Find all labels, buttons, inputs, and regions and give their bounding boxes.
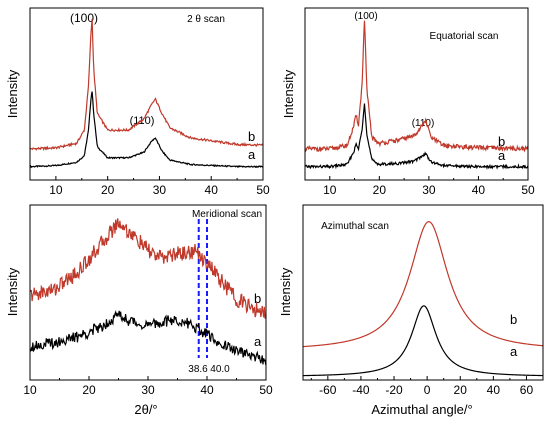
y-axis-label: Intensity — [281, 69, 296, 118]
x-tick-label: 40 — [487, 383, 501, 397]
curve-label-a: a — [254, 334, 262, 349]
peak-label-100: (100) — [354, 11, 377, 22]
x-tick-label: 20 — [373, 183, 387, 197]
series-line-b — [30, 18, 263, 152]
x-tick-label: 50 — [259, 383, 273, 397]
series-line-a — [303, 305, 543, 377]
plot-frame — [29, 204, 267, 381]
curve-label-a: a — [510, 344, 518, 359]
panel-title: Equatorial scan — [430, 31, 499, 42]
ref-line-label-38-6: 38.6 — [188, 364, 208, 375]
curve-label-b: b — [248, 129, 255, 144]
x-tick-label: 20 — [82, 383, 96, 397]
curve-label-b: b — [510, 312, 517, 327]
plot-frame — [29, 7, 264, 181]
curve-label-a: a — [498, 148, 506, 163]
panel-title: Azimuthal scan — [321, 221, 389, 232]
x-tick-label: 10 — [49, 183, 63, 197]
panel-title: Meridional scan — [192, 209, 262, 220]
series-line-b — [305, 20, 528, 153]
series-line-b — [303, 221, 543, 348]
peak-label-100: (100) — [70, 11, 98, 25]
panel-title: 2 θ scan — [187, 14, 225, 25]
ref-line-label-40-0: 40.0 — [210, 364, 230, 375]
plot-frame — [304, 7, 529, 181]
panel-meridional-scan: Meridional scan Intensity 2θ/° b a 38.6 … — [5, 204, 273, 417]
x-axis-label: 2θ/° — [134, 402, 157, 417]
curve-label-b: b — [254, 291, 261, 306]
series-line-a — [30, 309, 266, 366]
y-axis-label: Intensity — [5, 267, 20, 316]
x-tick-label: 10 — [23, 383, 37, 397]
x-tick-label: 10 — [323, 183, 337, 197]
y-axis-label: Intensity — [5, 69, 20, 118]
panel-2theta-scan: 2 θ scan Intensity (100) (110) b a 10 20 3… — [5, 7, 270, 197]
plot-frame — [302, 204, 544, 381]
panel-azimuthal-scan: Azimuthal scan Intensity Azimuthal angle… — [278, 204, 544, 417]
x-tick-label: 40 — [205, 183, 219, 197]
x-axis-label: Azimuthal angle/° — [371, 402, 472, 417]
curve-label-a: a — [248, 147, 256, 162]
x-tick-label: 30 — [153, 183, 167, 197]
series-line-a — [30, 91, 263, 169]
x-tick-label: 40 — [200, 383, 214, 397]
x-tick-label: 30 — [141, 383, 155, 397]
x-tick-label: -20 — [385, 383, 403, 397]
series-line-a — [305, 103, 528, 170]
x-tick-label: 30 — [422, 183, 436, 197]
x-tick-label: 0 — [424, 383, 431, 397]
x-tick-label: 50 — [256, 183, 270, 197]
x-tick-label: 20 — [454, 383, 468, 397]
x-tick-label: 60 — [520, 383, 534, 397]
x-tick-label: -60 — [319, 383, 337, 397]
curve-label-b: b — [498, 134, 505, 149]
series-line-b — [30, 218, 266, 319]
x-tick-label: 40 — [472, 183, 486, 197]
panel-equatorial-scan: Equatorial scan Intensity (100) (110) b … — [281, 7, 535, 197]
x-tick-label: 50 — [521, 183, 535, 197]
y-axis-label: Intensity — [278, 267, 293, 316]
x-tick-label: 20 — [101, 183, 115, 197]
x-tick-label: -40 — [352, 383, 370, 397]
